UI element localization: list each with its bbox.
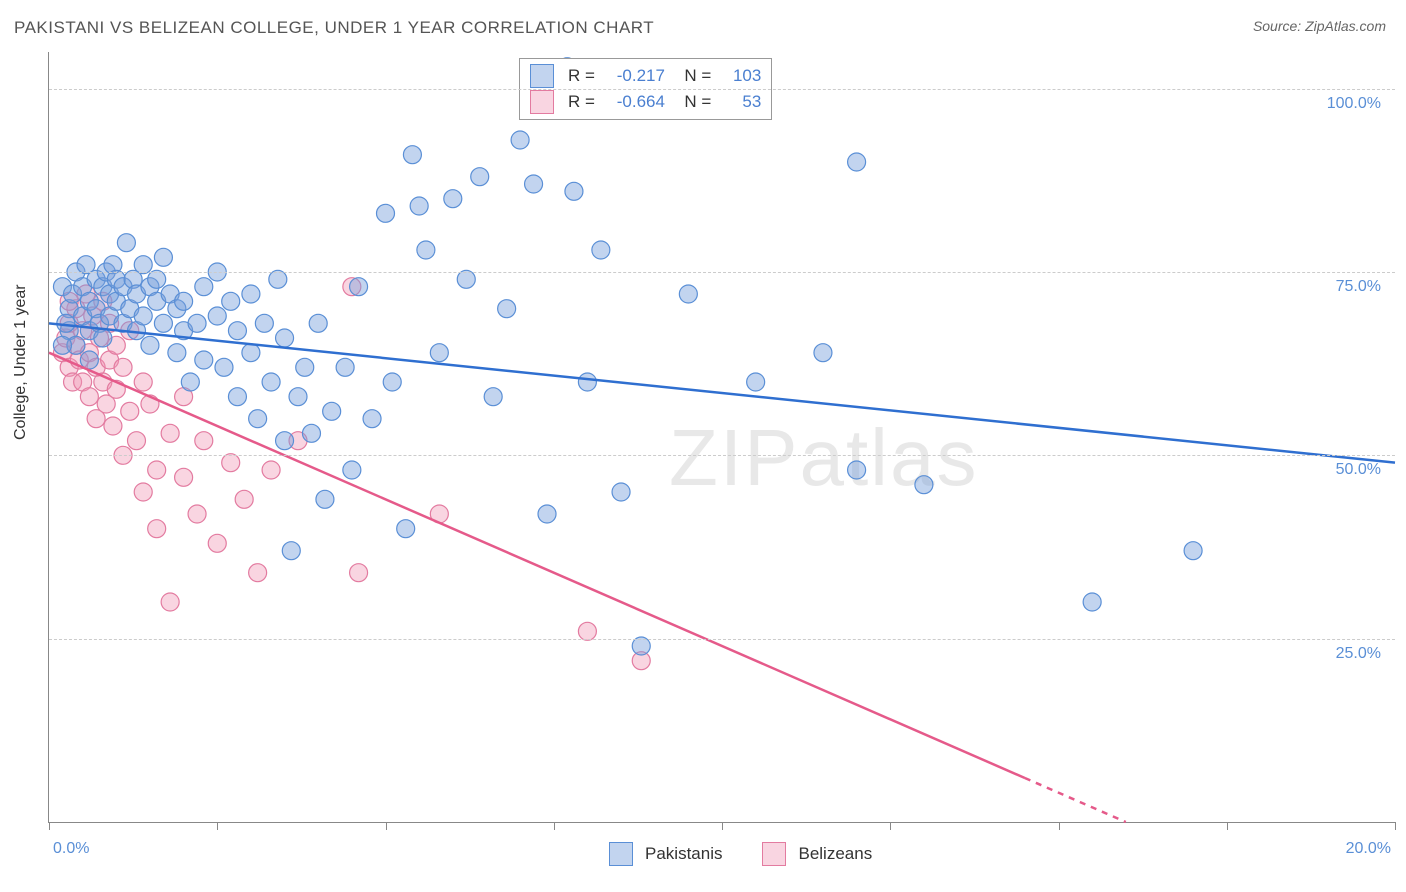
legend-item-pakistanis: Pakistanis	[609, 842, 722, 866]
legend-item-belizeans: Belizeans	[762, 842, 872, 866]
x-tick-label: 20.0%	[1346, 840, 1391, 858]
n-value-pakistanis: 103	[721, 66, 761, 86]
legend-label-belizeans: Belizeans	[798, 844, 872, 864]
y-tick-label: 50.0%	[1336, 461, 1381, 479]
swatch-pakistanis	[530, 64, 554, 88]
legend-row-belizeans: R = -0.664 N = 53	[530, 89, 761, 115]
chart-svg	[49, 52, 1395, 822]
x-tick-label: 0.0%	[53, 840, 89, 858]
swatch-belizeans-bottom	[762, 842, 786, 866]
y-tick-label: 25.0%	[1336, 645, 1381, 663]
legend-series: Pakistanis Belizeans	[609, 842, 872, 866]
swatch-pakistanis-bottom	[609, 842, 633, 866]
chart-title: PAKISTANI VS BELIZEAN COLLEGE, UNDER 1 Y…	[14, 18, 654, 38]
y-tick-label: 75.0%	[1336, 278, 1381, 296]
swatch-belizeans	[530, 90, 554, 114]
source-label: Source: ZipAtlas.com	[1253, 18, 1386, 34]
y-tick-label: 100.0%	[1327, 95, 1381, 113]
y-axis-label: College, Under 1 year	[12, 284, 30, 440]
plot-area: ZIPatlas R = -0.217 N = 103 R = -0.664 N…	[48, 52, 1395, 823]
legend-label-pakistanis: Pakistanis	[645, 844, 722, 864]
r-value-pakistanis: -0.217	[605, 66, 665, 86]
legend-row-pakistanis: R = -0.217 N = 103	[530, 63, 761, 89]
r-value-belizeans: -0.664	[605, 92, 665, 112]
n-value-belizeans: 53	[721, 92, 761, 112]
